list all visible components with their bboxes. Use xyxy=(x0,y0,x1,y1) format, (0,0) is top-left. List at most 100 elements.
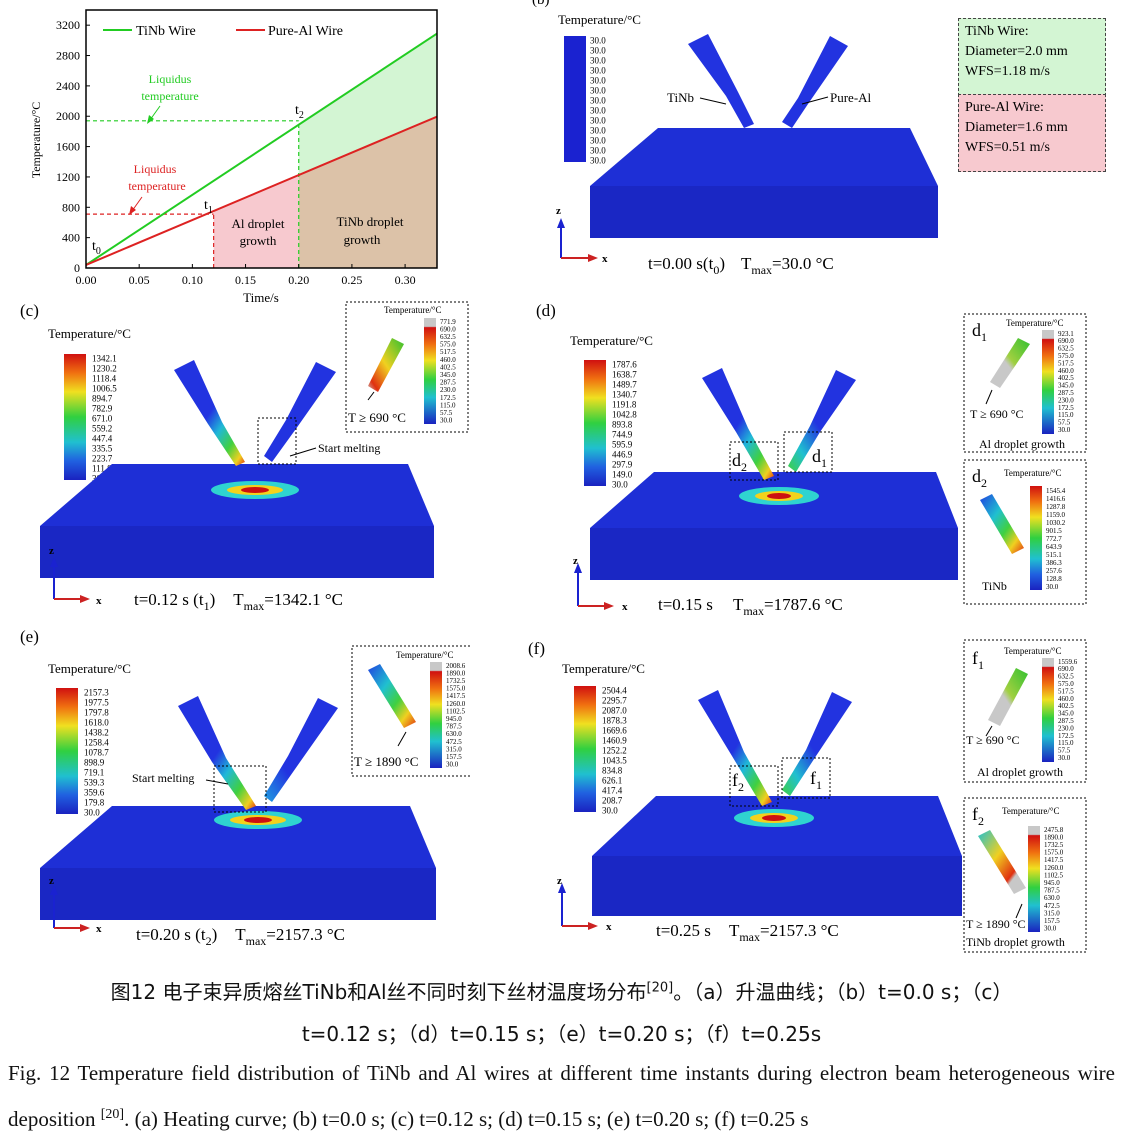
panel-d-inset-2-label: d2 xyxy=(972,466,987,490)
colorbar-tick-label: 30.0 xyxy=(1058,754,1071,762)
colorbar-tick-label: 1417.5 xyxy=(1044,856,1064,864)
colorbar-tick-label: 901.5 xyxy=(1046,527,1062,535)
colorbar-tick-label: 179.8 xyxy=(84,798,105,808)
colorbar-tick-label: 345.0 xyxy=(1058,382,1074,390)
panel-d-d1-box xyxy=(783,431,833,473)
panel-f-inset-1-caption: Al droplet growth xyxy=(977,765,1063,779)
colorbar-tick-label: 1118.4 xyxy=(92,374,117,384)
colorbar-tick-label: 1977.5 xyxy=(84,698,109,708)
liquidus-annotation-al-1: Liquidus xyxy=(134,162,177,176)
panel-f-inset-2-caption: TiNb droplet growth xyxy=(966,935,1065,949)
al-growth-label-1: Al droplet xyxy=(231,216,284,231)
colorbar-tick-label: 517.5 xyxy=(440,348,456,356)
panel-c-x: x xyxy=(96,595,102,607)
panel-b-time: t=0.00 s(t0) Tmax=30.0 °C xyxy=(648,254,834,277)
colorbar-tick-label: 1460.9 xyxy=(602,736,627,746)
colorbar-tick-label: 1797.8 xyxy=(84,708,109,718)
colorbar-tick-label: 2295.7 xyxy=(602,696,627,706)
colorbar-tick-label: 1258.4 xyxy=(84,738,109,748)
colorbar-tick-label: 719.1 xyxy=(84,768,104,778)
panel-c-inset xyxy=(345,301,469,433)
x-axis-label: Time/s xyxy=(243,290,279,305)
colorbar-tick-label: 30.0 xyxy=(590,126,606,136)
tinb-pointer xyxy=(699,97,727,105)
colorbar-tick-label: 1342.1 xyxy=(92,354,117,364)
colorbar-tick-label: 690.0 xyxy=(1058,337,1074,345)
panel-f-f2-label: f2 xyxy=(732,770,744,794)
panel-d-d2-box xyxy=(729,441,779,481)
panel-d-inset-1-condition: T ≥ 690 °C xyxy=(970,407,1024,421)
colorbar-tick-label: 30.0 xyxy=(590,116,606,126)
y-tick-label: 1200 xyxy=(56,170,80,184)
colorbar-tick-label: 1252.2 xyxy=(602,746,627,756)
tinb-param-3: WFS=1.18 m/s xyxy=(965,64,1050,79)
panel-c-time: t=0.12 s (t1) Tmax=1342.1 °C xyxy=(134,590,343,613)
panel-f-inset-2-label: f2 xyxy=(972,804,984,828)
colorbar-tick-label: 30.0 xyxy=(590,66,606,76)
caption-cn-ref: [20] xyxy=(646,980,674,996)
colorbar-tick-label: 1732.5 xyxy=(446,677,466,685)
colorbar-tick-label: 1043.5 xyxy=(602,756,627,766)
panel-e-x: x xyxy=(96,923,102,935)
legend-label-al: Pure-Al Wire xyxy=(268,24,343,39)
colorbar-tick-label: 257.6 xyxy=(1046,567,1062,575)
panel-c-substrate-front xyxy=(40,526,434,578)
panel-c-inset-wire xyxy=(368,338,404,392)
colorbar-tick-label: 575.0 xyxy=(440,341,456,349)
colorbar-tick-label: 671.0 xyxy=(92,414,113,424)
y-tick-label: 2400 xyxy=(56,79,80,93)
colorbar-tick-label: 782.9 xyxy=(92,404,113,414)
colorbar-tick-label: 402.5 xyxy=(1058,374,1074,382)
panel-d-inset-1-title: Temperature/°C xyxy=(1006,318,1063,328)
panel-f-inset-2-pointer xyxy=(1015,903,1023,919)
colorbar-tick-label: 1638.7 xyxy=(612,370,637,380)
panel-f-colorbar xyxy=(574,686,596,812)
panel-d-d1-label: d1 xyxy=(812,446,827,470)
colorbar-tick-label: 30.0 xyxy=(590,136,606,146)
colorbar-tick-label: 1042.8 xyxy=(612,410,637,420)
colorbar-tick-label: 386.3 xyxy=(1046,559,1062,567)
al-param-3: WFS=0.51 m/s xyxy=(965,140,1050,155)
colorbar-tick-label: 30.0 xyxy=(1046,583,1059,591)
y-tick-label: 1600 xyxy=(56,140,80,154)
colorbar-tick-label: 30.0 xyxy=(590,76,606,86)
panel-d-z: z xyxy=(573,555,578,567)
colorbar-tick-label: 1890.0 xyxy=(446,669,466,677)
panel-e-inset xyxy=(351,645,470,777)
panel-d-inset-1 xyxy=(963,313,1087,453)
heating-curve-chart: 0 400 800 1200 1600 2000 2400 2800 3200 0.00 0.05… xyxy=(29,9,438,305)
panel-b-colorbar-title: Temperature/°C xyxy=(558,12,641,27)
colorbar-tick-label: 57.5 xyxy=(440,409,453,417)
colorbar-tick-label: 1159.0 xyxy=(1046,511,1065,519)
colorbar-tick-label: 515.1 xyxy=(1046,551,1062,559)
al-growth-label-2: growth xyxy=(240,233,277,248)
liquidus-annotation-tinb-1: Liquidus xyxy=(149,72,192,86)
colorbar-tick-label: 626.1 xyxy=(602,776,622,786)
panel-e-colorbar xyxy=(56,688,78,814)
y-tick-label: 400 xyxy=(62,231,80,245)
tinb-wire-nozzle xyxy=(688,34,754,128)
al-param-box: Pure-Al Wire: Diameter=1.6 mm WFS=0.51 m… xyxy=(958,94,1106,172)
panel-e-label: (e) xyxy=(20,627,39,646)
colorbar-tick-label: 30.0 xyxy=(612,480,628,490)
panel-c: (c) Temperature/°C 1342.11230.21118.4100… xyxy=(20,301,469,613)
colorbar-tick-label: 359.6 xyxy=(84,788,105,798)
colorbar-tick-label: 517.5 xyxy=(1058,359,1074,367)
colorbar-tick-label: 460.0 xyxy=(1058,367,1074,375)
panel-f-inset-2-colorbar xyxy=(1028,826,1040,932)
colorbar-tick-label: 115.0 xyxy=(1058,739,1074,747)
colorbar-tick-label: 315.0 xyxy=(446,745,462,753)
panel-d-d2-label: d2 xyxy=(732,450,747,474)
x-tick-label: 0.00 xyxy=(76,273,97,287)
panel-e-z: z xyxy=(49,875,54,887)
panel-f-al-wire xyxy=(782,692,852,796)
colorbar-tick-label: 335.5 xyxy=(92,444,113,454)
colorbar-tick-label: 1878.3 xyxy=(602,716,627,726)
colorbar-tick-label: 230.0 xyxy=(1058,396,1074,404)
tinb-wire-label: TiNb xyxy=(667,90,694,105)
colorbar-tick-label: 744.9 xyxy=(612,430,633,440)
colorbar-tick-label: 923.1 xyxy=(1058,330,1074,338)
colorbar-tick-label: 630.0 xyxy=(1044,894,1060,902)
x-tick-label: 0.05 xyxy=(129,273,150,287)
panel-c-label: (c) xyxy=(20,301,39,320)
